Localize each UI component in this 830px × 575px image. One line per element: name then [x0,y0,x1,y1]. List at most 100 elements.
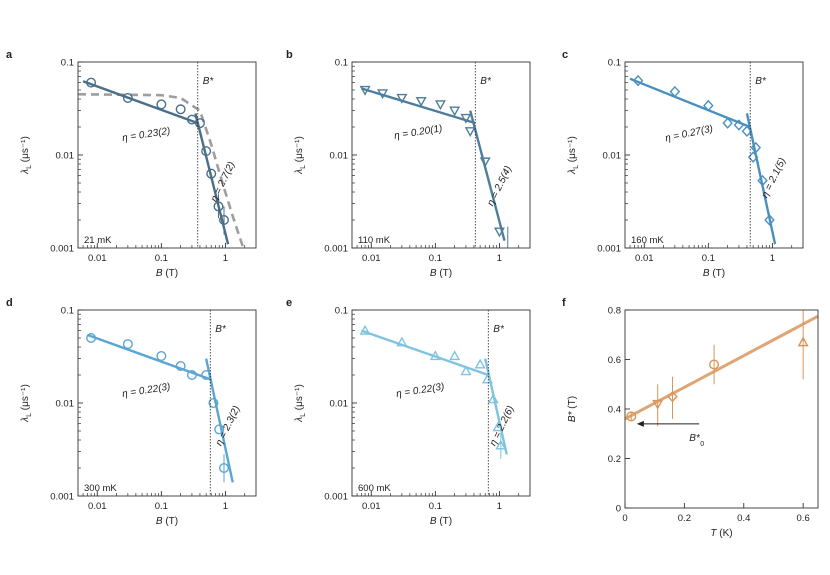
panel-a: a 0.01 0.1 1 0.001 0.01 0.1 B (T) λL (μs⁻¹) B* η =… [6,49,257,279]
data-point [632,74,644,87]
panel-c: c 0.01 0.1 1 0.001 0.01 0.1 B (T) λL (μs⁻¹) B* η =… [562,49,804,279]
data-point [206,168,217,179]
eta-annotation-high: η = 2.2(6) [488,404,517,448]
y-axis-variable: λ [294,417,305,423]
x-axis-label: B (T) [703,268,725,279]
y-tick-label: 0.01 [603,151,622,162]
data-point [156,351,167,362]
data-point [626,411,637,422]
data-point [175,360,186,371]
data-point [493,227,505,238]
plot-area [629,74,777,245]
data-point [359,85,371,96]
fit-line-high [745,113,777,245]
eta-annotation-low: η = 0.27(3) [664,123,714,144]
y-axis-subscript: L [26,413,33,417]
y-axis-label: λL (μs⁻¹) [567,136,580,175]
data-point [479,157,491,168]
y-tick-label: 0.1 [61,306,74,317]
plot-area [86,332,234,483]
y-axis-subscript: L [573,165,580,169]
fit-line-low [629,77,751,129]
y-tick-label: 0.1 [61,58,74,69]
fit-line-high [484,358,508,455]
data-point [667,390,678,403]
data-point [434,100,446,111]
x-axis-unit: (T) [163,268,179,279]
data-point [492,421,504,432]
panel-letter: d [6,297,13,309]
y-axis-subscript: L [26,165,33,169]
data-point [709,359,720,370]
y-tick-label: 0.001 [50,492,74,503]
axes-frame [624,61,804,249]
x-tick-label: 0.01 [88,253,107,264]
x-tick-label: 0.01 [635,253,654,264]
fit-line-low [360,329,489,377]
y-tick-label: 0.001 [597,244,621,255]
temperature-label: 300 mK [84,483,117,494]
x-axis-label: T (K) [710,528,732,539]
eta-annotation-low: η = 0.22(3) [395,382,445,400]
x-axis-label: B (T) [156,516,178,527]
y-tick-label: 0.01 [330,399,349,410]
data-point [194,118,205,129]
plot-area [359,324,508,459]
data-point [201,146,212,157]
data-point [359,324,371,335]
data-point [186,114,197,125]
x-axis-variable: B [430,516,437,527]
x-tick-label: 1 [497,253,502,264]
axes-frame [624,309,819,509]
bstar-label: B* [215,324,227,335]
x-tick-label: 0.01 [362,501,381,512]
x-tick-label: 0.2 [678,513,691,524]
data-point [122,93,133,104]
x-axis-label: B (T) [430,268,452,279]
data-point [186,370,197,381]
data-point [214,424,225,435]
data-point [464,127,476,138]
data-point [757,174,768,187]
y-axis-unit: (T) [567,396,578,412]
data-point [449,350,461,361]
b0-arrow-head [636,420,644,427]
data-point [703,99,714,112]
x-axis-variable: B [156,516,163,527]
y-axis-subscript: L [300,165,307,169]
data-point [415,96,427,107]
panel-b: b 0.01 0.1 1 0.001 0.01 0.1 B (T) λL (μs⁻¹) B* η =… [286,49,531,279]
data-point [487,393,499,404]
x-tick-label: 0.1 [702,253,715,264]
temperature-label: 110 mK [358,235,391,246]
y-axis-label: λL (μs⁻¹) [294,384,307,423]
eta-annotation-low: η = 0.22(3) [121,382,171,400]
data-point [474,358,486,369]
x-tick-label: 0.1 [429,501,442,512]
data-point [449,106,461,117]
b0-label: B* [689,433,701,444]
x-axis-unit: (T) [437,516,453,527]
data-point [495,439,507,450]
data-point [208,398,219,409]
y-tick-label: 0.1 [608,58,621,69]
data-point [481,373,493,384]
fit-line-low [361,87,476,125]
data-point [652,399,664,410]
y-axis-subscript: L [300,413,307,417]
data-point [377,89,389,100]
data-point [86,332,97,343]
data-point [122,339,133,350]
x-axis-variable: B [703,268,710,279]
data-point [219,215,230,226]
fit-line-high [194,113,230,245]
data-point [764,214,775,226]
y-tick-label: 0.001 [50,244,74,255]
fit-line-high [469,110,506,241]
plot-area [625,310,818,427]
data-point [722,117,733,129]
eta-annotation-low: η = 0.20(1) [393,123,443,141]
y-axis-variable: B* [567,410,578,422]
y-axis-variable: λ [20,169,31,175]
